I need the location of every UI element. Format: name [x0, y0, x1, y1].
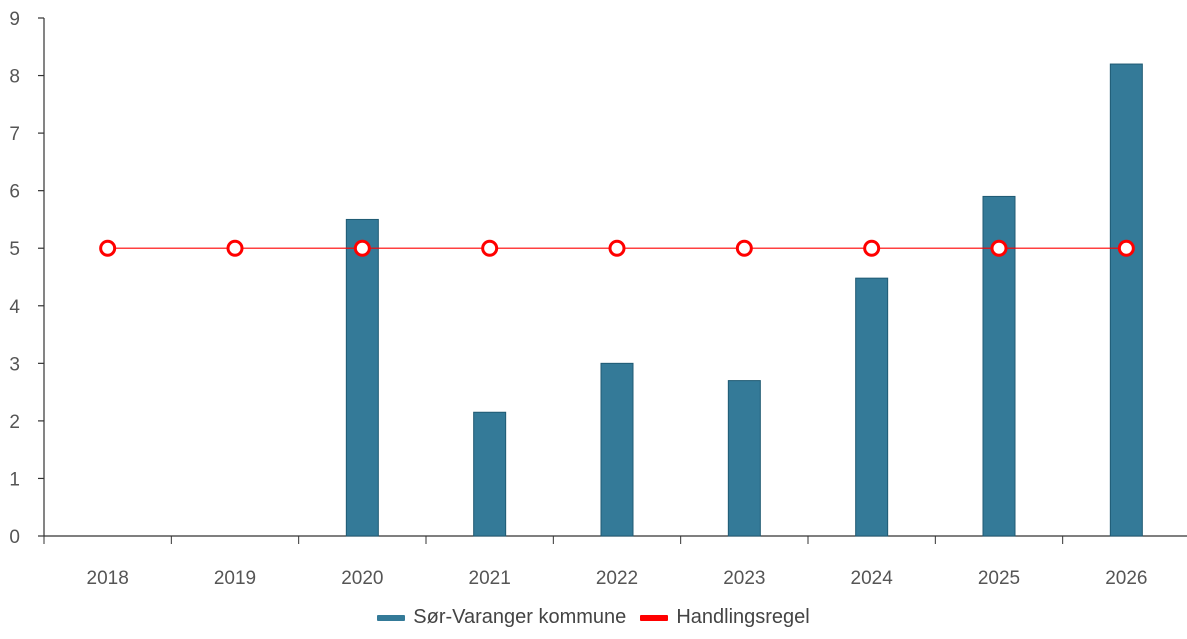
x-tick-label: 2026: [1105, 568, 1147, 589]
line-point[interactable]: [735, 239, 753, 257]
line-point[interactable]: [1117, 239, 1135, 257]
legend-label-bar: Sør-Varanger kommune: [413, 606, 627, 628]
x-tick-label: 2020: [341, 568, 383, 589]
y-tick-label: 4: [9, 297, 20, 318]
line-series: [99, 239, 1135, 257]
y-tick-label: 1: [9, 469, 20, 490]
y-tick-label: 6: [9, 182, 20, 203]
x-tick-label: 2023: [723, 568, 765, 589]
x-tick-label: 2019: [214, 568, 256, 589]
bar[interactable]: [727, 380, 761, 537]
line-point[interactable]: [353, 239, 371, 257]
y-tick-label: 2: [9, 412, 20, 433]
line-point[interactable]: [226, 239, 244, 257]
legend-swatch-bar: [377, 614, 406, 621]
bar[interactable]: [473, 411, 507, 537]
bar-series: [345, 63, 1143, 537]
line-point[interactable]: [990, 239, 1008, 257]
y-tick-label: 9: [9, 9, 20, 30]
y-tick-label: 8: [9, 67, 20, 88]
bar[interactable]: [855, 277, 889, 537]
y-tick-label: 3: [9, 354, 20, 375]
x-tick-label: 2021: [469, 568, 511, 589]
y-axis: 0 1 2 3 4 5 6 7 8 9: [9, 9, 45, 548]
legend-label-line: Handlingsregel: [676, 606, 810, 628]
y-tick-label: 7: [9, 124, 20, 145]
line-point[interactable]: [863, 239, 881, 257]
line-point[interactable]: [99, 239, 117, 257]
x-tick-label: 2024: [851, 568, 894, 589]
x-tick-label: 2025: [978, 568, 1020, 589]
y-tick-label: 0: [9, 527, 20, 548]
line-point[interactable]: [481, 239, 499, 257]
x-tick-label: 2022: [596, 568, 638, 589]
bar[interactable]: [600, 362, 634, 537]
x-axis: 2018 2019 2020 2021 2022 2023 2024 2025 2026: [43, 535, 1187, 589]
bar[interactable]: [982, 195, 1016, 537]
bar[interactable]: [1109, 63, 1143, 537]
bar[interactable]: [345, 218, 379, 537]
line-point[interactable]: [608, 239, 626, 257]
legend-item-line[interactable]: Handlingsregel: [640, 606, 810, 629]
x-tick-label: 2018: [87, 568, 129, 589]
legend: Sør-Varanger kommune Handlingsregel: [0, 606, 1187, 629]
legend-swatch-line: [640, 614, 669, 621]
legend-item-bar[interactable]: Sør-Varanger kommune: [377, 606, 626, 629]
y-tick-label: 5: [9, 239, 20, 260]
